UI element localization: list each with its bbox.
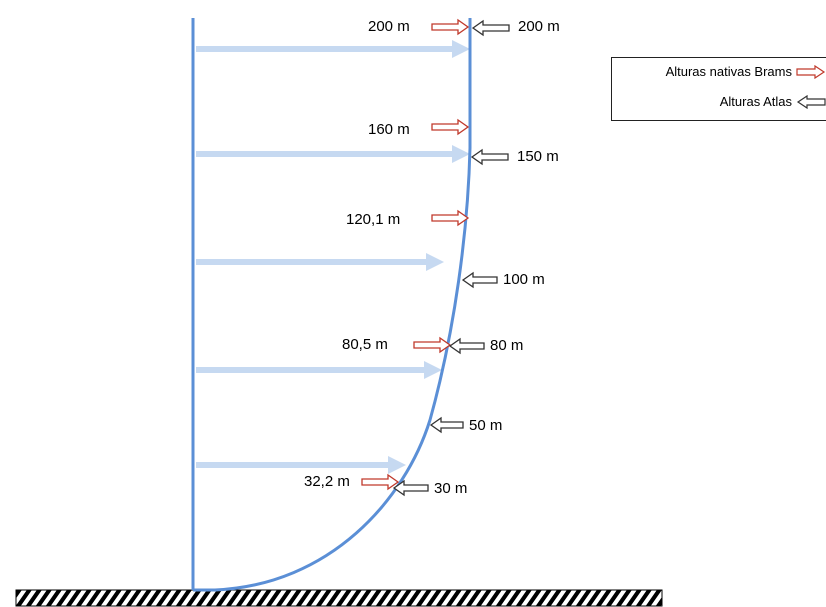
atlas-height-label: 30 m — [434, 480, 467, 497]
atlas-arrow-icon — [471, 19, 510, 37]
wind-arrow — [196, 456, 406, 474]
brams-arrow-icon — [431, 118, 470, 136]
brams-marker: 200 m — [368, 18, 470, 36]
wind-arrow — [196, 145, 470, 163]
atlas-arrow-icon — [796, 94, 826, 109]
atlas-marker: 80 m — [448, 337, 523, 355]
brams-marker: 80,5 m — [342, 336, 452, 354]
atlas-arrow-icon — [470, 148, 509, 166]
wind-arrow — [196, 253, 444, 271]
atlas-height-label: 50 m — [469, 417, 502, 434]
brams-markers: 200 m 160 m 120,1 m 80,5 m 32,2 m — [304, 18, 470, 491]
atlas-height-label: 200 m — [518, 18, 560, 35]
brams-height-label: 200 m — [368, 18, 410, 35]
brams-height-label: 32,2 m — [304, 473, 350, 490]
legend-label-brams: Alturas nativas Brams — [665, 64, 792, 79]
brams-marker: 32,2 m — [304, 473, 400, 491]
brams-arrow-icon — [413, 336, 452, 354]
brams-height-label: 80,5 m — [342, 336, 388, 353]
legend-item-brams: Alturas nativas Brams — [666, 64, 826, 79]
legend-item-atlas: Alturas Atlas — [720, 94, 826, 109]
atlas-arrow-icon — [461, 271, 498, 289]
wind-arrow — [196, 361, 442, 379]
brams-marker: 160 m — [368, 118, 470, 138]
legend: Alturas nativas Brams Alturas Atlas — [611, 57, 826, 121]
brams-arrow-icon — [431, 209, 470, 227]
ground-hatch — [16, 590, 662, 606]
brams-arrow-icon — [361, 473, 400, 491]
atlas-marker: 100 m — [461, 271, 545, 289]
wind-profile-curve — [193, 18, 472, 592]
legend-label-atlas: Alturas Atlas — [719, 94, 792, 109]
atlas-height-label: 100 m — [503, 271, 545, 288]
wind-arrows — [196, 40, 470, 474]
brams-marker: 120,1 m — [346, 209, 470, 228]
atlas-markers: 200 m 150 m 100 m 80 m 50 m 30 m — [392, 18, 560, 497]
atlas-arrow-icon — [392, 479, 429, 497]
atlas-marker: 30 m — [392, 479, 467, 497]
wind-arrow — [196, 40, 470, 58]
atlas-marker: 150 m — [470, 148, 559, 166]
brams-arrow-icon — [796, 64, 826, 79]
atlas-height-label: 150 m — [517, 148, 559, 165]
atlas-arrow-icon — [429, 416, 464, 434]
brams-height-label: 160 m — [368, 121, 410, 138]
atlas-height-label: 80 m — [490, 337, 523, 354]
atlas-marker: 200 m — [471, 18, 560, 37]
atlas-marker: 50 m — [429, 416, 502, 434]
brams-arrow-icon — [431, 18, 470, 36]
atlas-arrow-icon — [448, 337, 485, 355]
brams-height-label: 120,1 m — [346, 211, 400, 228]
